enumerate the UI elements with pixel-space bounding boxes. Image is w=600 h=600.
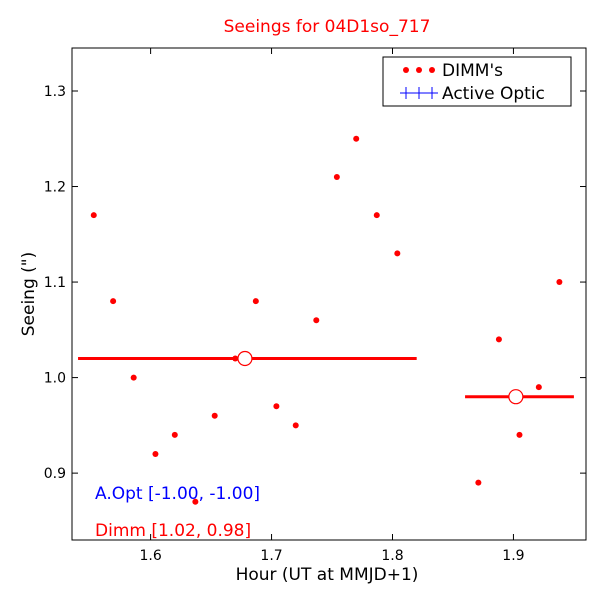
dimm-point [556, 279, 563, 286]
data-layer [78, 135, 574, 505]
dimm-point [373, 212, 380, 219]
dimm-point [333, 173, 340, 180]
legend-active-optic-label: Active Optic [442, 84, 545, 104]
dimm-point [171, 431, 178, 438]
y-tick-label: 0.9 [44, 466, 66, 482]
plot-frame [71, 47, 587, 541]
legend-active-optic-marker [400, 87, 438, 99]
dimm-point [535, 384, 542, 391]
dimm-point [211, 412, 218, 419]
x-axis-label: Hour (UT at MMJD+1) [236, 565, 419, 585]
chart-title: Seeings for 04D1so_717 [224, 17, 431, 37]
y-tick-label: 1.0 [44, 371, 66, 387]
dimm-point [110, 298, 117, 305]
dimm-point [252, 298, 259, 305]
x-tick-label: 1.8 [381, 548, 403, 564]
annotation-dimm: Dimm [1.02, 0.98] [95, 521, 251, 541]
x-tick-label: 1.7 [260, 548, 282, 564]
dimm-point [292, 422, 299, 429]
y-tick-label: 1.2 [44, 180, 66, 196]
dimm-point [90, 212, 97, 219]
dimm-point [516, 431, 523, 438]
dimm-mean-marker [237, 350, 253, 367]
dimm-point [192, 498, 199, 505]
legend-dimm-dot [429, 67, 435, 73]
legend-dimm-marker [403, 67, 435, 73]
legend-dimm-dot [403, 67, 409, 73]
x-tick-label: 1.9 [502, 548, 524, 564]
legend-dimm-dot [416, 67, 422, 73]
dimm-point [130, 374, 137, 381]
y-tick-label: 1.3 [44, 84, 66, 100]
legend-dimm-label: DIMM's [442, 61, 503, 81]
annotation-aopt: A.Opt [-1.00, -1.00] [95, 484, 260, 504]
dimm-point [152, 451, 159, 458]
legend-box [382, 56, 572, 107]
y-axis-label: Seeing (") [19, 252, 39, 337]
x-axis-ticks: 1.6 1.7 1.8 1.9 [139, 48, 525, 564]
dimm-point [394, 250, 401, 257]
dimm-point [273, 403, 280, 410]
y-tick-label: 1.1 [44, 275, 66, 291]
dimm-point [475, 479, 482, 486]
dimm-point [313, 317, 320, 324]
dimm-mean-marker [508, 389, 524, 405]
dimm-point [495, 336, 502, 343]
y-axis-ticks: 0.9 1.0 1.1 1.2 1.3 [44, 84, 586, 482]
legend: DIMM's Active Optic [382, 56, 572, 107]
dimm-point [353, 135, 360, 142]
x-tick-label: 1.6 [139, 548, 161, 564]
